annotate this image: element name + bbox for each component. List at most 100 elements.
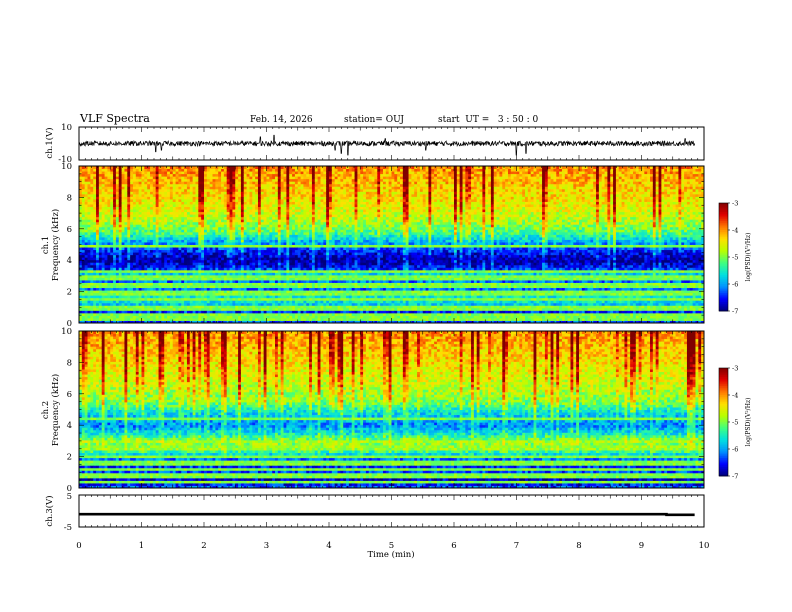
spectrogram-cell: [135, 239, 140, 243]
spectrogram-cell: [124, 193, 128, 197]
spectrogram-cell: [147, 166, 151, 170]
spectrogram-cell: [204, 241, 208, 245]
spectrogram-cell: [215, 229, 219, 233]
spectrogram-cell: [198, 254, 202, 258]
ch1-trace: [78, 134, 695, 156]
spectrogram-cell: [93, 252, 97, 256]
spectrogram-cell: [223, 257, 228, 261]
spectrogram-cell: [201, 206, 205, 210]
spectrogram-cell: [198, 221, 202, 225]
spectrogram-cell: [147, 186, 151, 190]
spectrogram-cell: [87, 168, 91, 172]
spectrogram-cell: [107, 274, 111, 278]
spectrogram-cell: [178, 203, 182, 208]
spectrogram-cell: [169, 224, 174, 228]
spectrogram-cell: [238, 181, 242, 185]
spectrogram-cell: [132, 307, 137, 311]
spectrogram-cell: [235, 310, 239, 314]
spectrogram-cell: [226, 239, 231, 243]
spectrogram-cell: [186, 290, 191, 294]
spectrogram-cell: [209, 234, 214, 238]
spectrogram-cell: [201, 305, 205, 309]
spectrogram-cell: [121, 274, 125, 278]
spectrogram-cell: [124, 209, 128, 213]
spectrogram-cell: [164, 193, 168, 197]
spectrogram-cell: [113, 176, 117, 180]
spectrogram-cell: [215, 219, 219, 223]
spectrogram-cell: [221, 171, 225, 175]
spectrogram-cell: [192, 221, 196, 225]
spectrogram-cell: [124, 176, 128, 180]
spectrogram-cell: [209, 312, 214, 316]
spectrogram-cell: [118, 252, 123, 256]
spectrogram-cell: [98, 247, 103, 251]
spectrogram-cell: [135, 292, 140, 296]
spectrogram-cell: [232, 191, 236, 195]
spectrogram-cell: [138, 310, 142, 314]
spectrogram-cell: [121, 181, 125, 185]
spectrogram-cell: [161, 193, 165, 197]
spectrogram-cell: [118, 211, 123, 215]
spectrogram-cell: [195, 302, 199, 306]
spectrogram-cell: [152, 198, 157, 202]
spectrogram-cell: [107, 317, 111, 321]
spectrogram-cell: [121, 287, 125, 291]
spectrogram-cell: [206, 183, 211, 187]
spectrogram-cell: [226, 297, 231, 301]
spectrogram-cell: [223, 231, 228, 235]
spectrogram-cell: [161, 279, 165, 283]
spectrogram-cell: [113, 277, 117, 281]
spectrogram-cell: [104, 257, 108, 261]
spectrogram-cell: [232, 252, 236, 256]
spectrogram-cell: [107, 295, 111, 299]
spectrogram-cell: [118, 168, 123, 172]
spectrogram-cell: [238, 279, 242, 283]
spectrogram-cell: [209, 274, 214, 278]
spectrogram-cell: [201, 181, 205, 185]
spectrogram-cell: [90, 186, 94, 190]
spectrogram-cell: [121, 254, 125, 258]
spectrogram-cell: [229, 214, 233, 218]
spectrogram-cell: [212, 252, 216, 256]
spectrogram-cell: [201, 262, 205, 266]
spectrogram-cell: [164, 201, 168, 205]
spectrogram-cell: [181, 320, 185, 324]
spectrogram-cell: [192, 166, 196, 170]
spectrogram-cell: [121, 196, 125, 200]
spectrogram-cell: [107, 307, 111, 311]
spectrogram-cell: [115, 317, 120, 321]
spectrogram-cell: [110, 188, 114, 192]
spectrogram-cell: [189, 279, 194, 283]
spectrogram-cell: [209, 310, 214, 314]
spectrogram-cell: [178, 221, 182, 225]
spectrogram-cell: [110, 292, 114, 296]
spectrogram-cell: [121, 292, 125, 296]
spectrogram-cell: [127, 203, 131, 208]
spectrogram-cell: [93, 264, 97, 268]
spectrogram-cell: [141, 264, 145, 268]
spectrogram-cell: [215, 320, 219, 324]
spectrogram-cell: [110, 277, 114, 281]
spectrogram-cell: [98, 274, 103, 278]
spectrogram-cell: [192, 312, 196, 316]
spectrogram-cell: [184, 188, 188, 192]
spectrogram-cell: [223, 279, 228, 283]
spectrogram-cell: [107, 214, 111, 218]
spectrogram-cell: [155, 226, 160, 230]
spectrogram-cell: [152, 211, 157, 215]
spectrogram-cell: [212, 203, 216, 208]
spectrogram-cell: [110, 171, 114, 175]
spectrogram-cell: [87, 317, 91, 321]
spectrogram-cell: [184, 236, 188, 240]
spectrogram-cell: [101, 285, 106, 289]
spectrogram-cell: [226, 295, 231, 299]
spectrogram-cell: [135, 257, 140, 261]
spectrogram-cell: [101, 181, 106, 185]
spectrogram-cell: [218, 297, 222, 301]
spectrogram-cell: [161, 249, 165, 253]
spectrogram-cell: [130, 315, 134, 319]
spectrogram-cell: [132, 305, 137, 309]
spectrogram-cell: [115, 191, 120, 195]
spectrogram-cell: [161, 183, 165, 187]
